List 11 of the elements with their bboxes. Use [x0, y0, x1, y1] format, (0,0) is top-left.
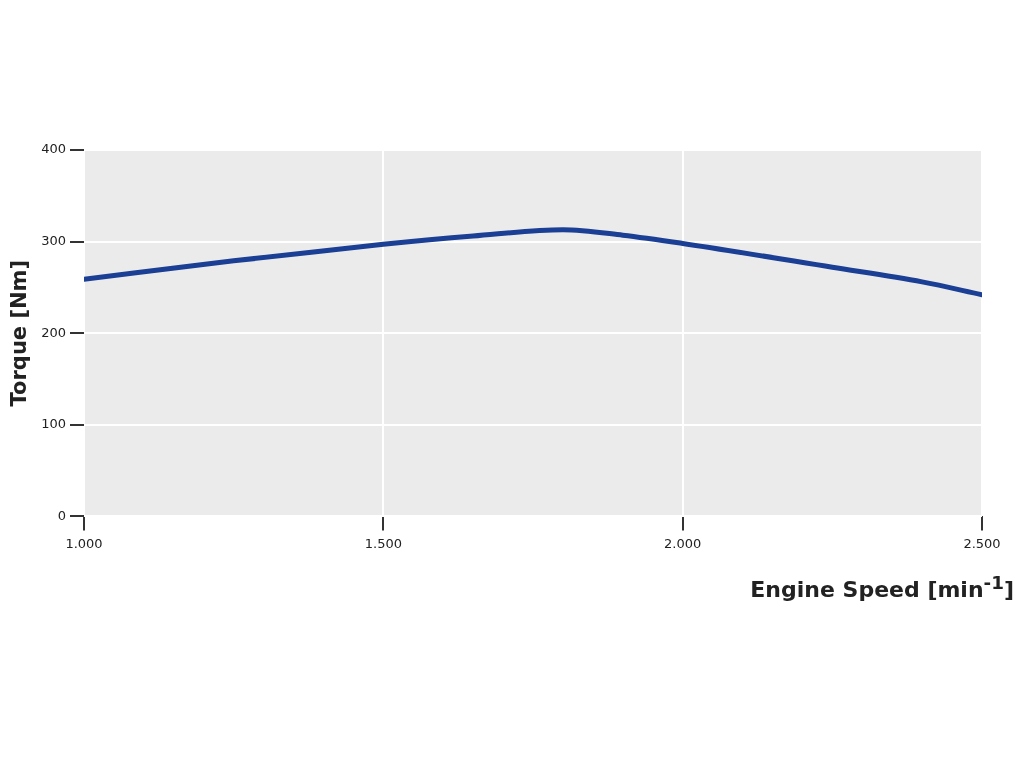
x-tick-label: 1.000: [65, 535, 103, 551]
y-tick-label: 300: [41, 232, 67, 248]
x-tick-label: 2.000: [664, 535, 702, 551]
y-tick-label: 100: [41, 416, 67, 432]
y-tick-label: 200: [41, 324, 67, 340]
y-tick-label: 0: [57, 507, 67, 523]
x-axis-title: Engine Speed [min$^{-1}$]: [750, 572, 1014, 603]
x-tick-label: 1.500: [364, 535, 402, 551]
y-axis-title: Torque [Nm]: [7, 259, 32, 407]
y-tick-label: 400: [41, 141, 67, 157]
x-tick-label: 2.500: [963, 535, 1001, 551]
